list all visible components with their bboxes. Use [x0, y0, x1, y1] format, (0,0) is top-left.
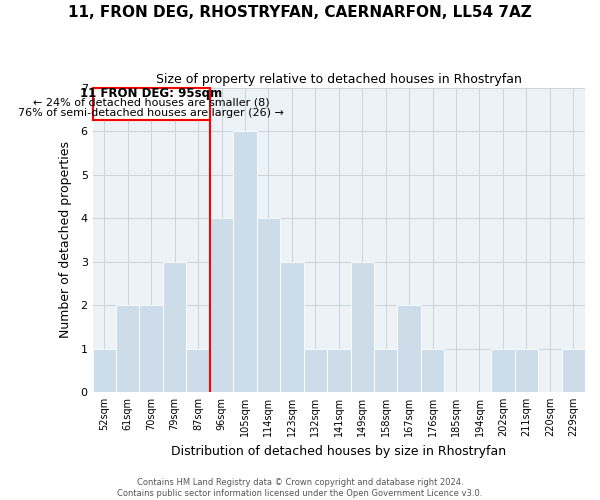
- Text: 11, FRON DEG, RHOSTRYFAN, CAERNARFON, LL54 7AZ: 11, FRON DEG, RHOSTRYFAN, CAERNARFON, LL…: [68, 5, 532, 20]
- Text: 11 FRON DEG: 95sqm: 11 FRON DEG: 95sqm: [80, 88, 222, 101]
- X-axis label: Distribution of detached houses by size in Rhostryfan: Distribution of detached houses by size …: [171, 444, 506, 458]
- Bar: [210, 218, 233, 392]
- Bar: [187, 348, 210, 392]
- Title: Size of property relative to detached houses in Rhostryfan: Size of property relative to detached ho…: [156, 72, 522, 86]
- Text: 76% of semi-detached houses are larger (26) →: 76% of semi-detached houses are larger (…: [18, 108, 284, 118]
- Y-axis label: Number of detached properties: Number of detached properties: [59, 142, 72, 338]
- Bar: [562, 348, 585, 392]
- Bar: [327, 348, 350, 392]
- Bar: [350, 262, 374, 392]
- Bar: [374, 348, 397, 392]
- Bar: [92, 348, 116, 392]
- Bar: [491, 348, 515, 392]
- Bar: [421, 348, 445, 392]
- Bar: [304, 348, 327, 392]
- Bar: [515, 348, 538, 392]
- Bar: [163, 262, 187, 392]
- Text: Contains HM Land Registry data © Crown copyright and database right 2024.
Contai: Contains HM Land Registry data © Crown c…: [118, 478, 482, 498]
- Bar: [233, 132, 257, 392]
- FancyBboxPatch shape: [92, 88, 210, 120]
- Bar: [139, 305, 163, 392]
- Bar: [257, 218, 280, 392]
- Bar: [280, 262, 304, 392]
- Bar: [397, 305, 421, 392]
- Text: ← 24% of detached houses are smaller (8): ← 24% of detached houses are smaller (8): [33, 98, 269, 108]
- Bar: [116, 305, 139, 392]
